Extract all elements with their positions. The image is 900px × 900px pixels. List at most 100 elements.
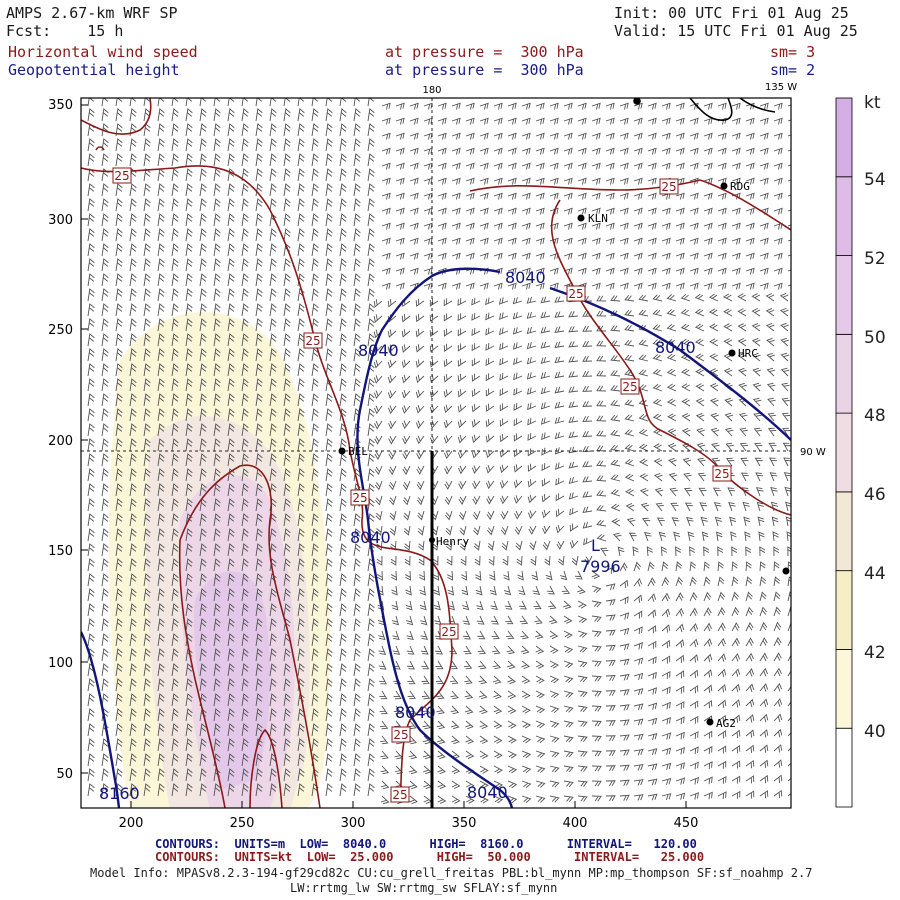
wind-barb [367, 678, 375, 692]
wind-barb [241, 363, 249, 377]
wind-barb [493, 162, 503, 170]
wind-barb [689, 546, 696, 557]
wind-barb [213, 648, 221, 662]
wind-barb [373, 390, 383, 400]
wind-barb [157, 108, 165, 122]
wind-barb [717, 102, 727, 110]
wind-barb [241, 453, 249, 467]
wind-barb [388, 450, 397, 460]
wind-barb [115, 573, 123, 587]
wind-barb [157, 633, 165, 647]
wind-barb [731, 652, 741, 662]
wind-barb [157, 708, 165, 722]
wind-barb [675, 147, 685, 155]
wind-barb [577, 192, 587, 200]
wind-barb [703, 207, 713, 215]
wind-barb [311, 183, 319, 197]
colorbar-swatch [835, 333, 853, 414]
wind-barb [283, 213, 291, 227]
wind-barb [429, 328, 439, 338]
wind-barb [420, 630, 429, 640]
wind-barb [269, 348, 277, 362]
wind-barb [591, 615, 602, 623]
wind-barb [311, 98, 319, 107]
wind-barb [129, 333, 137, 347]
wind-barb [638, 339, 649, 347]
wind-barb [87, 768, 95, 782]
wind-barb [689, 792, 699, 800]
wind-barb [457, 450, 467, 459]
wind-barb [633, 102, 643, 110]
wind-barb [395, 267, 405, 275]
wind-barb [619, 689, 630, 696]
wind-barb [241, 318, 249, 332]
wind-barb [591, 117, 601, 125]
wind-barb [255, 408, 263, 422]
wind-barb [401, 314, 411, 323]
wind-barb [241, 723, 249, 737]
wind-barb [115, 453, 123, 467]
wind-barb [787, 654, 791, 662]
wind-barb [563, 177, 573, 185]
wind-barb [521, 147, 531, 155]
wind-barb [577, 132, 587, 140]
wind-barb [516, 555, 523, 566]
wind-barb [227, 468, 235, 482]
wind-barb [269, 708, 277, 722]
wind-barb [443, 419, 453, 429]
wind-barb [339, 333, 347, 347]
wind-barb [675, 592, 684, 602]
wind-barb [255, 153, 263, 167]
wind-barb [380, 780, 390, 790]
wind-barb [157, 558, 165, 572]
wind-barb [681, 428, 691, 437]
wind-barb [461, 570, 468, 581]
y-tick-label: 150 [48, 544, 73, 559]
wind-barb [652, 413, 663, 422]
wind-barb [681, 383, 691, 392]
wind-barb [563, 267, 573, 275]
wind-barb [157, 273, 165, 287]
wind-barb [339, 618, 347, 632]
wind-barb [703, 162, 713, 170]
wind-barb [563, 780, 574, 788]
wind-barb [773, 576, 781, 587]
wind-barb [605, 735, 616, 742]
wind-barb [353, 303, 361, 317]
wind-barb [675, 252, 685, 260]
wind-barb [457, 313, 467, 322]
wind-barb [227, 183, 235, 197]
wind-barb [185, 288, 193, 302]
wind-barb [311, 423, 319, 437]
wind-barb [157, 663, 165, 677]
wind-barb [129, 138, 137, 152]
wind-barb [563, 690, 574, 698]
wind-barb [465, 117, 475, 125]
wind-barb [624, 399, 635, 407]
wind-barb [624, 458, 635, 467]
wind-barb [408, 765, 418, 775]
wind-barb [143, 738, 151, 752]
wind-barb [227, 498, 235, 512]
wind-barb [269, 393, 277, 407]
wind-barb [605, 132, 615, 140]
wind-barb [773, 759, 783, 768]
wind-barb [297, 723, 305, 737]
wind-barb [591, 192, 601, 200]
wind-barb [549, 222, 559, 230]
wind-barb [143, 423, 151, 437]
wind-barb [421, 675, 430, 685]
wind-barb [405, 585, 412, 596]
wind-barb [479, 735, 489, 744]
wind-barb [283, 303, 291, 317]
wind-barb [227, 348, 235, 362]
wind-barb [409, 177, 419, 185]
wind-barb [610, 399, 621, 407]
wind-barb [241, 753, 249, 767]
wind-barb [535, 177, 545, 185]
wind-barb [325, 273, 333, 287]
wind-barb [499, 372, 509, 381]
wind-barb [451, 162, 461, 170]
wind-barb [591, 222, 601, 230]
wind-barb [353, 258, 361, 272]
